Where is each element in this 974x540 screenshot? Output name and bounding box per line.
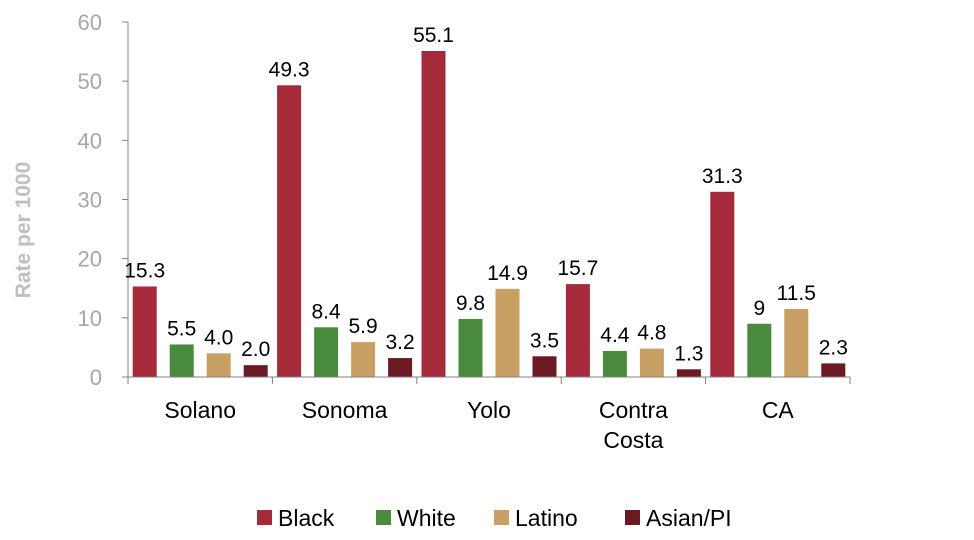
- y-tick-label: 30: [78, 188, 102, 213]
- data-label: 3.5: [530, 329, 559, 352]
- bar-black: [277, 85, 302, 377]
- data-label: 11.5: [777, 282, 816, 305]
- data-label: 1.3: [674, 342, 703, 365]
- bar-latino: [784, 308, 809, 377]
- x-tick-label: Contra Costa: [599, 397, 668, 453]
- bar-white: [458, 319, 483, 377]
- bars: [132, 50, 846, 377]
- data-label: 4.0: [204, 326, 233, 349]
- bar-latino: [206, 353, 231, 377]
- y-tick-label: 10: [78, 306, 102, 331]
- bar-white: [747, 323, 772, 377]
- x-tick-label: Solano: [164, 397, 236, 423]
- data-label: 15.3: [124, 259, 165, 282]
- data-labels: 15.3 5.5 4.0 2.0 49.3 8.4 5.9 3.2 55.1 9.814.9 3.5…: [124, 24, 848, 365]
- bar-black: [132, 286, 157, 377]
- data-label: 2.3: [819, 336, 848, 359]
- data-label: 4.8: [637, 322, 666, 345]
- y-tick-label: 50: [78, 69, 102, 94]
- data-label: 14.9: [487, 262, 528, 285]
- y-tick-label: 60: [78, 10, 102, 35]
- data-label: 4.4: [600, 324, 630, 347]
- data-label: 3.2: [385, 331, 414, 354]
- bar-white: [602, 350, 627, 377]
- legend-label: White: [397, 505, 456, 531]
- legend-swatch-white: [376, 510, 391, 525]
- bar-asian-pi: [532, 356, 557, 377]
- data-label: 5.9: [348, 315, 377, 338]
- legend-swatch-asian-pi: [625, 510, 640, 525]
- data-label: 2.0: [241, 338, 270, 361]
- data-label: 8.4: [311, 300, 341, 323]
- x-axis: Solano Sonoma Yolo Contra Costa CA: [127, 376, 851, 453]
- bar-asian-pi: [388, 358, 413, 377]
- bar-black: [421, 50, 446, 377]
- bar-latino: [351, 342, 376, 377]
- legend-swatch-latino: [494, 510, 509, 525]
- y-axis: 0 10 20 30 40 50 60: [78, 10, 129, 390]
- legend-label: Black: [278, 505, 335, 531]
- y-tick-label: 40: [78, 128, 102, 153]
- data-label: 55.1: [413, 24, 454, 47]
- x-tick-label: Yolo: [467, 397, 511, 423]
- bar-asian-pi: [243, 365, 268, 377]
- data-label: 9.8: [456, 292, 485, 315]
- y-axis-label: Rate per 1000: [12, 162, 35, 299]
- y-tick-label: 20: [78, 247, 102, 272]
- x-tick-label: Sonoma: [302, 397, 388, 423]
- legend-label: Latino: [515, 505, 578, 531]
- bar-black: [710, 191, 735, 377]
- bar-asian-pi: [676, 369, 701, 377]
- legend-label: Asian/PI: [646, 505, 732, 531]
- bar-black: [565, 284, 590, 377]
- legend: Black White Latino Asian/PI: [257, 505, 732, 531]
- y-tick-label: 0: [90, 365, 102, 390]
- x-tick-label: CA: [762, 397, 795, 423]
- bar-latino: [639, 348, 664, 377]
- data-label: 49.3: [269, 58, 310, 81]
- data-label: 31.3: [702, 165, 743, 188]
- data-label: 9: [753, 297, 765, 320]
- legend-swatch-black: [257, 510, 272, 525]
- bar-asian-pi: [821, 363, 846, 377]
- data-label: 5.5: [167, 317, 196, 340]
- data-label: 15.7: [557, 257, 598, 280]
- bar-white: [169, 344, 194, 377]
- bar-latino: [495, 288, 520, 377]
- bar-white: [314, 327, 339, 377]
